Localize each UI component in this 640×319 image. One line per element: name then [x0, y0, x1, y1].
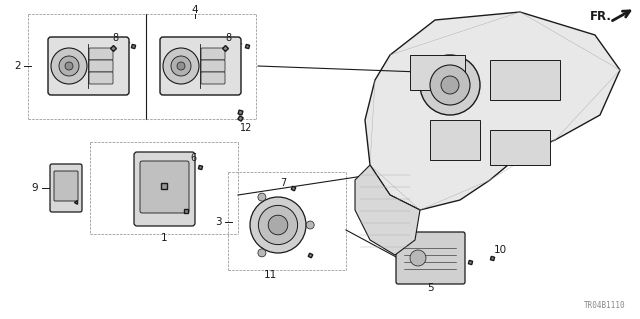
FancyBboxPatch shape	[48, 37, 129, 95]
Circle shape	[258, 193, 266, 201]
Circle shape	[250, 197, 306, 253]
Circle shape	[59, 56, 79, 76]
Circle shape	[410, 250, 426, 266]
Text: 8: 8	[225, 33, 231, 43]
Circle shape	[430, 65, 470, 105]
FancyBboxPatch shape	[396, 232, 465, 284]
Polygon shape	[365, 12, 620, 210]
FancyBboxPatch shape	[89, 48, 113, 60]
Circle shape	[258, 249, 266, 257]
Text: 7: 7	[280, 178, 286, 188]
Circle shape	[171, 56, 191, 76]
Text: 6: 6	[190, 153, 196, 163]
Text: 8: 8	[112, 33, 118, 43]
FancyBboxPatch shape	[201, 60, 225, 72]
FancyBboxPatch shape	[201, 48, 225, 60]
Bar	[430, 120, 480, 160]
Text: 1: 1	[161, 233, 167, 243]
FancyBboxPatch shape	[50, 164, 82, 212]
Text: 11: 11	[264, 270, 276, 280]
Circle shape	[163, 48, 199, 84]
Circle shape	[177, 62, 185, 70]
FancyBboxPatch shape	[54, 171, 78, 201]
FancyBboxPatch shape	[89, 72, 113, 84]
Circle shape	[441, 76, 459, 94]
Circle shape	[51, 48, 87, 84]
Text: 5: 5	[427, 283, 433, 293]
Bar	[490, 130, 550, 165]
Text: 10: 10	[493, 245, 507, 255]
Text: 9: 9	[32, 183, 38, 193]
Circle shape	[306, 221, 314, 229]
Bar	[490, 60, 560, 100]
Text: FR.: FR.	[590, 10, 612, 23]
Bar	[410, 55, 465, 90]
FancyBboxPatch shape	[89, 60, 113, 72]
Circle shape	[420, 55, 480, 115]
Text: 4: 4	[192, 5, 198, 15]
Text: 2: 2	[15, 61, 21, 71]
Circle shape	[259, 205, 298, 245]
Text: TR04B1110: TR04B1110	[584, 301, 625, 310]
FancyBboxPatch shape	[140, 161, 189, 213]
Circle shape	[268, 215, 288, 235]
Text: 12: 12	[240, 123, 252, 133]
FancyBboxPatch shape	[134, 152, 195, 226]
Circle shape	[65, 62, 73, 70]
FancyBboxPatch shape	[201, 72, 225, 84]
FancyBboxPatch shape	[160, 37, 241, 95]
Text: 3: 3	[214, 217, 221, 227]
Polygon shape	[355, 165, 420, 255]
